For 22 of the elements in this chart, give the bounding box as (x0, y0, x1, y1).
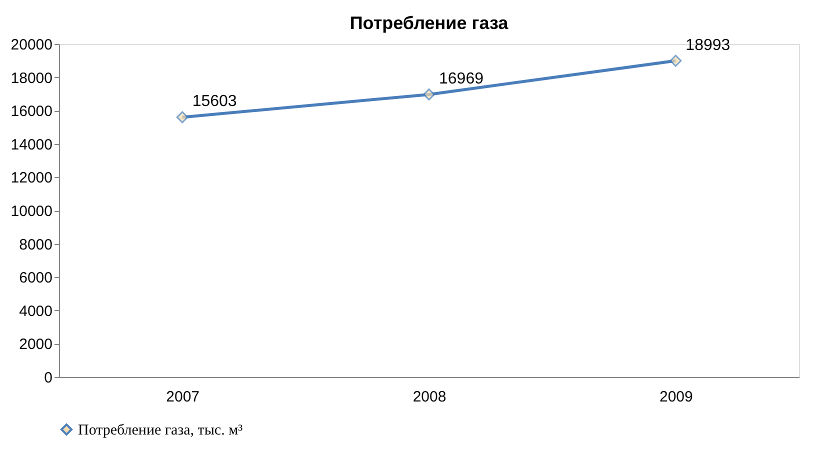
point (176, 111, 188, 124)
y-tick-label: 20000 (10, 36, 52, 54)
chart-title: Потребление газа (350, 12, 510, 33)
y-tick-label: 2000 (19, 336, 52, 354)
point (670, 54, 682, 67)
y-tick-label: 4000 (19, 302, 52, 320)
x-tick-label: 2008 (412, 388, 446, 406)
legend-label: Потребление газа, тыс. м³ (78, 422, 244, 438)
x-tick-label: 2007 (166, 388, 200, 406)
y-tick-label: 18000 (10, 70, 52, 87)
data-label: 18993 (686, 36, 730, 54)
y-tick-label: 14000 (10, 136, 52, 154)
data-label: 15603 (192, 93, 237, 110)
y-tick-label: 0 (44, 370, 52, 386)
y-tick-label: 16000 (10, 103, 52, 120)
x-tick-label: 2009 (659, 388, 693, 406)
y-tick-label: 8000 (19, 236, 52, 254)
y-tick-label: 6000 (19, 270, 52, 287)
point (423, 88, 435, 100)
y-tick-label: 10000 (10, 203, 52, 220)
data-label: 16969 (439, 70, 484, 88)
y-tick-label: 12000 (10, 170, 52, 187)
